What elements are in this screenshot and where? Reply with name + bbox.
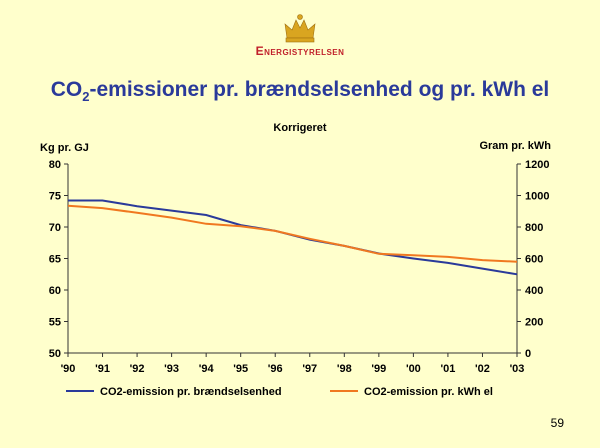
y-axis-label-right: Gram pr. kWh: [479, 140, 551, 152]
x-tick-label: '92: [130, 363, 145, 375]
y-tick-label-right: 1000: [525, 191, 549, 203]
crown-icon: [284, 14, 316, 43]
y-tick-label-left: 55: [49, 317, 61, 329]
page-number: 59: [550, 416, 564, 430]
x-tick-label: '93: [164, 363, 179, 375]
series-line-2: [67, 204, 518, 263]
chart-subtitle: Korrigeret: [273, 122, 327, 134]
x-tick-label: '90: [61, 363, 76, 375]
legend-label-1: CO2-emission pr. brændselsenhed: [100, 386, 282, 398]
y-tick-label-left: 75: [49, 191, 61, 203]
logo-text: Energistyrelsen: [255, 44, 345, 58]
y-tick-label-left: 80: [49, 159, 61, 171]
x-tick-label: '00: [406, 363, 421, 375]
y-tick-label-right: 800: [525, 222, 543, 234]
y-tick-label-right: 400: [525, 285, 543, 297]
x-tick-label: '97: [302, 363, 317, 375]
page-title: CO2-emissioner pr. brændselsenhed og pr.…: [50, 78, 550, 105]
x-tick-label: '91: [95, 363, 110, 375]
x-tick-label: '99: [371, 363, 386, 375]
y-axis-label-left: Kg pr. GJ: [40, 142, 89, 154]
y-tick-label-left: 60: [49, 285, 61, 297]
x-tick-label: '02: [475, 363, 490, 375]
x-tick-label: '94: [199, 363, 215, 375]
y-tick-label-left: 65: [49, 254, 61, 266]
x-tick-label: '96: [268, 363, 283, 375]
y-tick-label-right: 600: [525, 254, 543, 266]
logo: Energistyrelsen: [240, 12, 360, 62]
chart: Korrigeret Kg pr. GJ Gram pr. kWh 50 55 60…: [40, 122, 551, 398]
legend-label-2: CO2-emission pr. kWh el: [364, 386, 493, 398]
y-tick-label-left: 50: [49, 348, 61, 360]
x-tick-label: '95: [233, 363, 248, 375]
y-tick-label-left: 70: [49, 222, 61, 234]
y-tick-label-right: 200: [525, 317, 543, 329]
x-tick-label: '98: [337, 363, 352, 375]
y-tick-label-right: 0: [525, 348, 531, 360]
x-tick-label: '03: [510, 363, 525, 375]
y-tick-label-right: 1200: [525, 159, 549, 171]
x-tick-label: '01: [440, 363, 455, 375]
